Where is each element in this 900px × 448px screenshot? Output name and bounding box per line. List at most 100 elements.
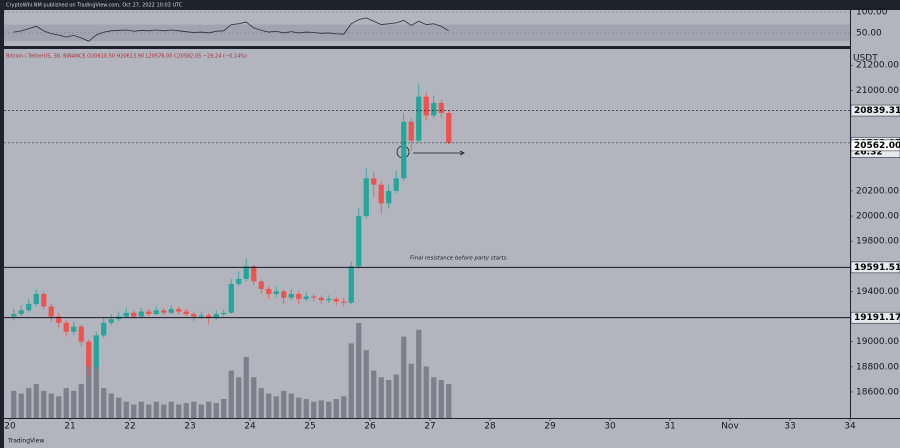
volume-bar: [243, 356, 249, 418]
volume-bar: [228, 370, 234, 418]
volume-bar: [401, 336, 407, 418]
level-box: [850, 261, 900, 274]
candle-body: [78, 326, 84, 342]
candle-body: [71, 326, 77, 332]
candle-body: [41, 293, 47, 307]
candle-body: [431, 102, 437, 116]
volume-bar: [78, 384, 84, 418]
volume-bar: [146, 404, 152, 418]
volume-bar: [318, 400, 324, 418]
candle-body: [446, 112, 452, 143]
volume-bar: [333, 399, 339, 418]
rsi-panel: [4, 10, 850, 46]
candle-body: [266, 288, 272, 294]
price-axis: [851, 10, 900, 418]
volume-bar: [86, 356, 92, 418]
candle-body: [408, 121, 414, 141]
candle-body: [101, 322, 107, 336]
candle-body: [191, 314, 197, 317]
volume-bar: [281, 390, 287, 418]
candle-body: [438, 102, 444, 113]
candle-body: [86, 341, 92, 367]
countdown: 26:32: [854, 147, 883, 157]
candle-body: [386, 190, 392, 204]
volume-bar: [363, 350, 369, 418]
level-box: [850, 139, 900, 152]
candle-body: [356, 216, 362, 267]
level-box: [850, 104, 900, 117]
candle-body: [273, 291, 279, 294]
legend: Bitcoin / TetherUS, 30, BINANCE O20610.5…: [6, 54, 247, 60]
rsi-band: [4, 24, 850, 42]
watermark: TradingView: [7, 438, 44, 445]
candle-body: [228, 283, 234, 313]
volume-bar: [303, 399, 309, 418]
volume-bar: [446, 384, 452, 418]
candle-body: [371, 178, 377, 185]
candle-body: [153, 310, 159, 315]
rsi-line: [13, 17, 449, 42]
candle-body: [131, 312, 137, 317]
volume-bar: [168, 401, 174, 418]
y-tick-label: 19000.00: [856, 337, 899, 347]
volume-bar: [101, 388, 107, 418]
candle-body: [258, 281, 264, 289]
level-label: 20562.00: [854, 141, 900, 151]
volume-bar: [438, 380, 444, 418]
volume-bar: [63, 388, 69, 418]
candle-body: [48, 306, 54, 317]
candle-body: [56, 316, 62, 323]
x-tick-label: 34: [844, 422, 856, 432]
x-tick-label: 33: [784, 422, 795, 432]
volume-bar: [41, 390, 47, 418]
volume-bar: [26, 388, 32, 418]
time-axis: [4, 419, 900, 448]
x-tick-label: 28: [484, 422, 496, 432]
candle-body: [318, 297, 324, 301]
volume-bar: [416, 329, 422, 418]
level-box: [850, 311, 900, 324]
volume-bar: [18, 393, 24, 418]
y-tick-label: 20200.00: [856, 186, 899, 196]
volume-bar: [198, 404, 204, 418]
x-tick-label: 26: [364, 422, 376, 432]
candle-body: [281, 291, 287, 298]
x-tick-label: 27: [424, 422, 435, 432]
candle-body: [108, 319, 114, 323]
rsi-tick-label: 50.00: [856, 28, 882, 38]
x-tick-label: 29: [544, 422, 556, 432]
candle-body: [303, 296, 309, 299]
y-tick-label: 21000.00: [856, 86, 899, 96]
volume-bar: [273, 396, 279, 418]
candle-body: [123, 312, 129, 317]
rsi-tick-label: 100.00: [856, 8, 888, 18]
x-tick-label: 20: [4, 422, 16, 432]
candle-body: [416, 96, 422, 141]
volume-bar: [311, 401, 317, 418]
volume-bar: [206, 401, 212, 418]
candle-body: [236, 278, 242, 284]
x-tick-label: 30: [604, 422, 616, 432]
x-tick-label: 23: [184, 422, 195, 432]
volume-bar: [138, 401, 144, 418]
volume-bar: [356, 323, 362, 418]
y-tick-label: 20000.00: [856, 212, 899, 222]
candle-body: [326, 298, 332, 301]
candle-body: [18, 310, 24, 315]
volume-bar: [33, 384, 39, 418]
x-tick-label: 24: [244, 422, 256, 432]
volume-bar: [393, 374, 399, 418]
volume-bar: [213, 403, 219, 418]
volume-bar: [11, 390, 17, 418]
volume-bar: [378, 377, 384, 418]
x-tick-label: 21: [64, 422, 75, 432]
volume-bar: [56, 396, 62, 418]
volume-bar: [93, 363, 99, 418]
volume-bar: [423, 366, 429, 418]
volume-bar: [296, 397, 302, 418]
candle-body: [341, 301, 347, 303]
candle-body: [63, 322, 69, 332]
candle-body: [221, 312, 227, 315]
candle-body: [183, 311, 189, 315]
